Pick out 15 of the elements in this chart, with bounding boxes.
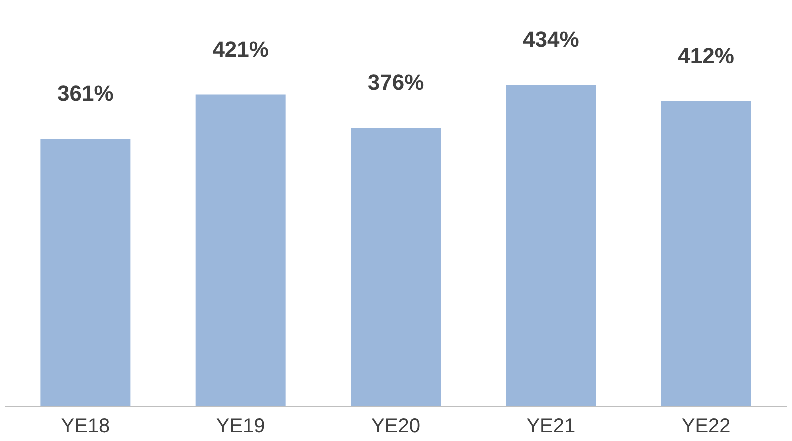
bar [351,128,441,406]
data-label: 361% [58,81,114,106]
x-tick-label: YE18 [61,416,110,438]
data-label: 412% [678,43,734,68]
data-label: 421% [212,36,269,62]
bar [661,101,752,406]
bar [196,94,286,406]
x-tick-label: YE20 [372,416,420,438]
x-tick-label: YE19 [216,416,266,438]
x-tick-label: YE21 [526,416,576,438]
bar [506,85,596,406]
data-label: 434% [523,27,580,52]
bar [40,139,131,406]
data-label: 376% [368,70,424,96]
x-tick-label: YE22 [682,416,731,438]
